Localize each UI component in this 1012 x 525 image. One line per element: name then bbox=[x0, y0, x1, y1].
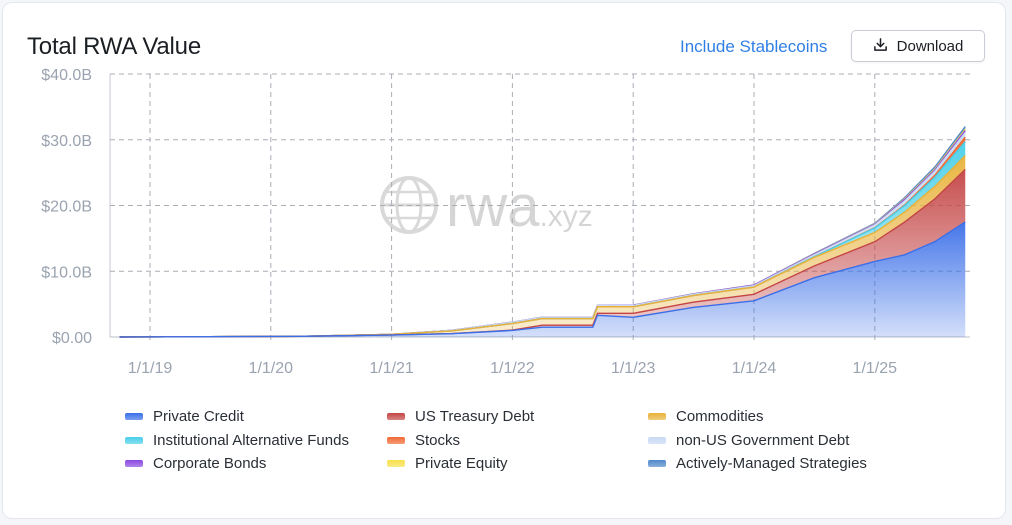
x-tick-label: 1/1/22 bbox=[490, 360, 535, 377]
legend-swatch bbox=[648, 436, 666, 444]
download-icon bbox=[873, 37, 888, 56]
legend-label: Commodities bbox=[676, 407, 764, 425]
legend-item[interactable]: Stocks bbox=[387, 430, 460, 450]
legend-item[interactable]: non-US Government Debt bbox=[648, 430, 849, 450]
x-tick-label: 1/1/19 bbox=[128, 360, 173, 377]
legend-swatch bbox=[387, 459, 405, 467]
y-tick-label: $20.0B bbox=[41, 199, 92, 216]
legend-swatch bbox=[125, 459, 143, 467]
legend-item[interactable]: Private Equity bbox=[387, 453, 508, 473]
area-private-credit bbox=[119, 221, 966, 337]
include-stablecoins-toggle[interactable]: Include Stablecoins bbox=[680, 37, 828, 56]
chart-title: Total RWA Value bbox=[27, 33, 201, 60]
x-tick-label: 1/1/23 bbox=[611, 360, 656, 377]
legend-swatch bbox=[387, 436, 405, 444]
legend-label: Actively-Managed Strategies bbox=[676, 454, 867, 472]
legend-label: US Treasury Debt bbox=[415, 407, 535, 425]
y-tick-label: $10.0B bbox=[41, 264, 92, 281]
legend-item[interactable]: Actively-Managed Strategies bbox=[648, 453, 867, 473]
download-button[interactable]: Download bbox=[851, 30, 985, 62]
legend-swatch bbox=[648, 412, 666, 420]
download-label: Download bbox=[896, 37, 964, 55]
x-tick-label: 1/1/25 bbox=[853, 360, 898, 377]
legend-swatch bbox=[648, 459, 666, 467]
legend-label: Private Credit bbox=[153, 407, 244, 425]
legend-item[interactable]: Private Credit bbox=[125, 406, 244, 426]
x-tick-label: 1/1/20 bbox=[249, 360, 294, 377]
legend-label: Private Equity bbox=[415, 454, 508, 472]
x-tick-label: 1/1/21 bbox=[369, 360, 414, 377]
legend-label: non-US Government Debt bbox=[676, 431, 850, 449]
legend-item[interactable]: Institutional Alternative Funds bbox=[125, 430, 349, 450]
area-commodities bbox=[119, 155, 966, 337]
legend-swatch bbox=[125, 412, 143, 420]
x-tick-label: 1/1/24 bbox=[732, 360, 777, 377]
legend-swatch bbox=[387, 412, 405, 420]
legend-label: Corporate Bonds bbox=[153, 454, 267, 472]
legend-item[interactable]: Corporate Bonds bbox=[125, 453, 266, 473]
watermark-text: rwa.xyz bbox=[446, 174, 593, 239]
line-private-credit bbox=[119, 221, 966, 338]
y-tick-label: $30.0B bbox=[41, 133, 92, 150]
area-us-treasury-debt bbox=[119, 169, 966, 337]
legend-item[interactable]: US Treasury Debt bbox=[387, 406, 534, 426]
legend-label: Stocks bbox=[415, 431, 461, 449]
legend-swatch bbox=[125, 436, 143, 444]
y-tick-label: $40.0B bbox=[41, 67, 92, 84]
watermark: rwa.xyz bbox=[380, 174, 593, 239]
y-tick-label: $0.00 bbox=[52, 330, 92, 347]
legend-item[interactable]: Commodities bbox=[648, 406, 764, 426]
legend-label: Institutional Alternative Funds bbox=[153, 431, 349, 449]
